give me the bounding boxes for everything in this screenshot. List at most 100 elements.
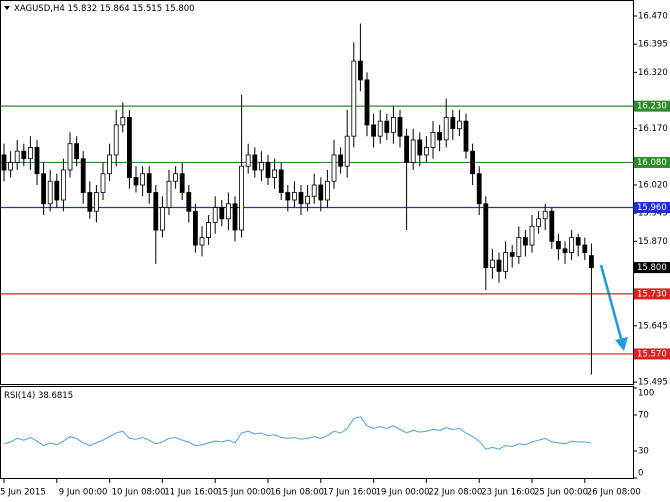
y-tick-label: 15.495 xyxy=(638,378,668,388)
symbol: XAGUSD,H4 xyxy=(14,4,65,14)
candle-body xyxy=(509,252,515,257)
open: 15.832 xyxy=(67,4,97,14)
candle-body xyxy=(80,158,86,193)
candle-body xyxy=(278,169,284,193)
candle-body xyxy=(34,147,40,175)
candle-body xyxy=(582,244,588,253)
candle-body xyxy=(417,139,423,156)
rsi-tick-label: 0 xyxy=(638,469,643,479)
candle-body xyxy=(192,210,198,246)
candle-body xyxy=(258,162,264,171)
price-tag-label: 15.800 xyxy=(637,263,667,273)
close: 15.800 xyxy=(165,4,195,14)
candle-body xyxy=(1,154,7,171)
level-label: 15.960 xyxy=(637,203,667,213)
candle-body xyxy=(8,162,14,171)
candle-body xyxy=(437,132,443,141)
candle-body xyxy=(542,210,548,220)
candle-body xyxy=(331,154,337,182)
x-tick-label: 9 Jun 00:00 xyxy=(59,488,108,498)
candle-body xyxy=(245,154,251,167)
rsi-last: 38.6815 xyxy=(38,391,73,401)
y-tick-label: 16.470 xyxy=(638,12,668,22)
candle-body xyxy=(140,173,146,186)
y-tick-label: 16.320 xyxy=(638,68,668,78)
rsi-tick-label: 30 xyxy=(638,447,649,457)
y-tick-label: 15.870 xyxy=(638,237,668,247)
level-label: 15.570 xyxy=(637,349,667,359)
arrow-shaft xyxy=(599,264,624,343)
forecast-arrow xyxy=(599,264,628,351)
candle-body xyxy=(179,173,185,193)
candle-body xyxy=(100,173,106,193)
candle-body xyxy=(470,150,476,175)
candle-body xyxy=(298,192,304,205)
candle-body xyxy=(67,143,73,171)
candle-body xyxy=(489,259,495,268)
y-tick-label: 16.395 xyxy=(638,40,668,50)
candle-body xyxy=(476,173,482,205)
x-tick-label: 19 Jun 00:00 xyxy=(376,488,430,498)
level-label: 16.230 xyxy=(637,102,667,112)
candle-body xyxy=(364,79,370,126)
y-tick-label: 15.645 xyxy=(638,321,668,331)
candle-body xyxy=(529,225,535,246)
candle-body xyxy=(272,169,278,178)
menu-icon[interactable] xyxy=(4,6,10,10)
x-tick-label: 25 Jun 00:00 xyxy=(534,488,588,498)
candle-body xyxy=(47,180,53,205)
level-tag xyxy=(634,100,670,112)
candle-body xyxy=(404,135,410,163)
candle-body xyxy=(450,117,456,130)
candle-body xyxy=(549,210,555,242)
candle-body xyxy=(225,203,231,220)
candle-body xyxy=(120,117,126,126)
x-tick-label: 23 Jun 16:00 xyxy=(481,488,535,498)
candle-body xyxy=(575,237,581,246)
candle-body xyxy=(87,192,93,212)
candle-body xyxy=(206,222,212,238)
level-tag xyxy=(634,348,670,360)
candle-body xyxy=(569,237,574,253)
x-tick-label: 26 Jun 08:00 xyxy=(587,488,641,498)
candle-body xyxy=(146,173,152,193)
rsi-header: RSI(14) 38.6815 xyxy=(4,391,73,401)
candle-body xyxy=(338,154,344,167)
candle-body xyxy=(186,192,192,212)
candle-body xyxy=(212,207,218,223)
candle-body xyxy=(153,192,159,231)
level-tag xyxy=(634,202,670,214)
candle-body xyxy=(562,248,568,253)
candle-body xyxy=(21,150,27,160)
candle-body xyxy=(371,124,377,137)
price-tag xyxy=(634,262,670,274)
candle-body xyxy=(377,120,383,137)
candle-body xyxy=(305,195,311,205)
x-tick-label: 5 Jun 2015 xyxy=(0,488,46,498)
high: 15.864 xyxy=(100,4,130,14)
chart-header: XAGUSD,H4 15.832 15.864 15.515 15.800 xyxy=(14,4,195,14)
candle-body xyxy=(133,177,139,186)
x-tick-label: 16 Jun 08:00 xyxy=(270,488,324,498)
candle-body xyxy=(61,169,66,201)
candle-body xyxy=(536,218,541,227)
candle-body xyxy=(94,192,99,212)
candle-body xyxy=(107,154,112,175)
rsi-panel xyxy=(0,386,634,479)
level-tag xyxy=(634,156,670,168)
x-tick-label: 22 Jun 08:00 xyxy=(428,488,482,498)
rsi-name: RSI(14) xyxy=(4,391,35,401)
x-tick-label: 10 Jun 08:00 xyxy=(112,488,166,498)
candle-body xyxy=(463,120,469,152)
candle-body xyxy=(390,117,396,133)
x-tick-label: 11 Jun 16:00 xyxy=(164,488,218,498)
candle-body xyxy=(27,147,33,160)
candle-body xyxy=(384,120,390,133)
y-tick-label: 16.020 xyxy=(638,180,668,190)
level-label: 15.730 xyxy=(637,289,667,299)
candle-body xyxy=(311,184,317,197)
candle-body xyxy=(285,192,291,201)
candle-body xyxy=(252,154,258,171)
x-tick-label: 17 Jun 16:00 xyxy=(323,488,377,498)
x-tick-label: 15 Jun 00:00 xyxy=(217,488,271,498)
